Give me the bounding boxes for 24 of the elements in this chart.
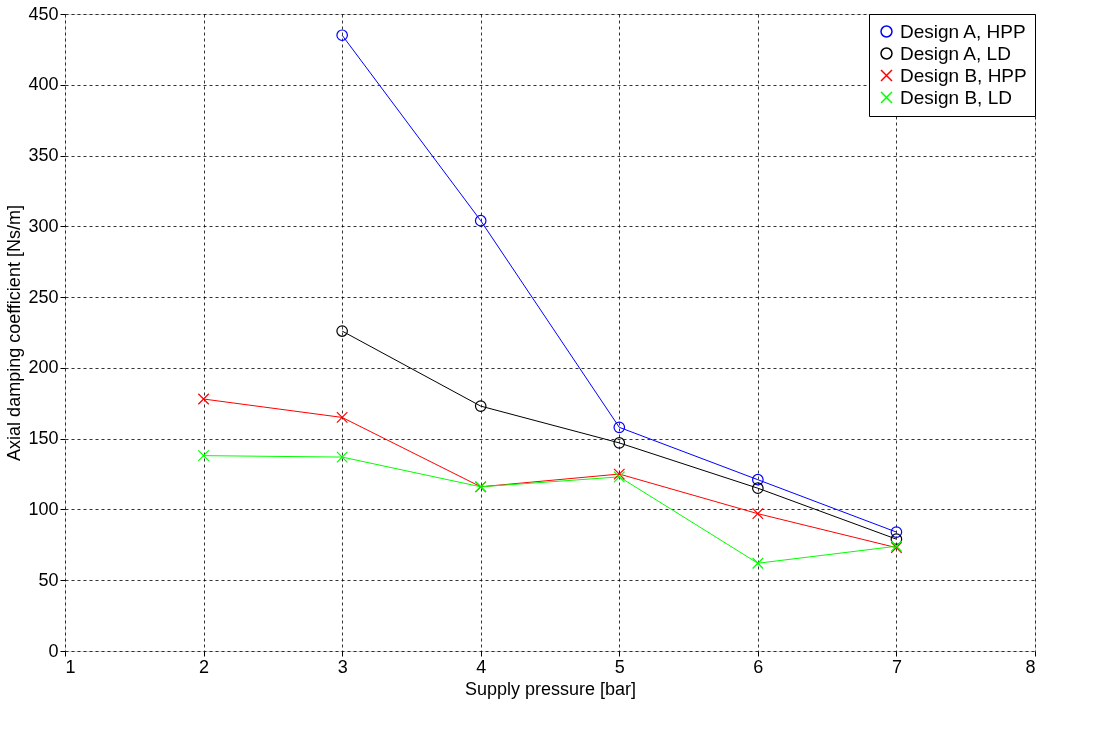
y-tick-label: 150 <box>28 428 59 449</box>
x-tick-label: 8 <box>1025 656 1036 677</box>
x-axis-title: Supply pressure [bar] <box>464 678 637 699</box>
x-tick-label: 4 <box>476 656 487 677</box>
y-tick-label: 250 <box>28 286 59 307</box>
y-tick-label: 50 <box>38 569 59 590</box>
x-tick-label: 7 <box>891 656 902 677</box>
legend-label: Design A, HPP <box>900 20 1026 42</box>
legend-label: Design A, LD <box>900 42 1011 64</box>
x-tick-label: 5 <box>614 656 625 677</box>
y-tick-label: 0 <box>48 640 59 661</box>
y-tick-label: 350 <box>28 145 59 166</box>
y-tick-label: 200 <box>28 357 59 378</box>
x-tick-label: 2 <box>199 656 210 677</box>
y-axis-title: Axial damping coefficient [Ns/m] <box>4 205 25 461</box>
legend-label: Design B, HPP <box>900 64 1027 86</box>
x-tick-label: 3 <box>337 656 348 677</box>
y-tick-label: 300 <box>28 215 59 236</box>
legend-label: Design B, LD <box>900 86 1012 108</box>
y-tick-label: 100 <box>28 498 59 519</box>
y-tick-label: 400 <box>28 74 59 95</box>
x-tick-label: 6 <box>753 656 764 677</box>
y-tick-label: 450 <box>28 3 59 24</box>
x-tick-label: 1 <box>65 656 76 677</box>
